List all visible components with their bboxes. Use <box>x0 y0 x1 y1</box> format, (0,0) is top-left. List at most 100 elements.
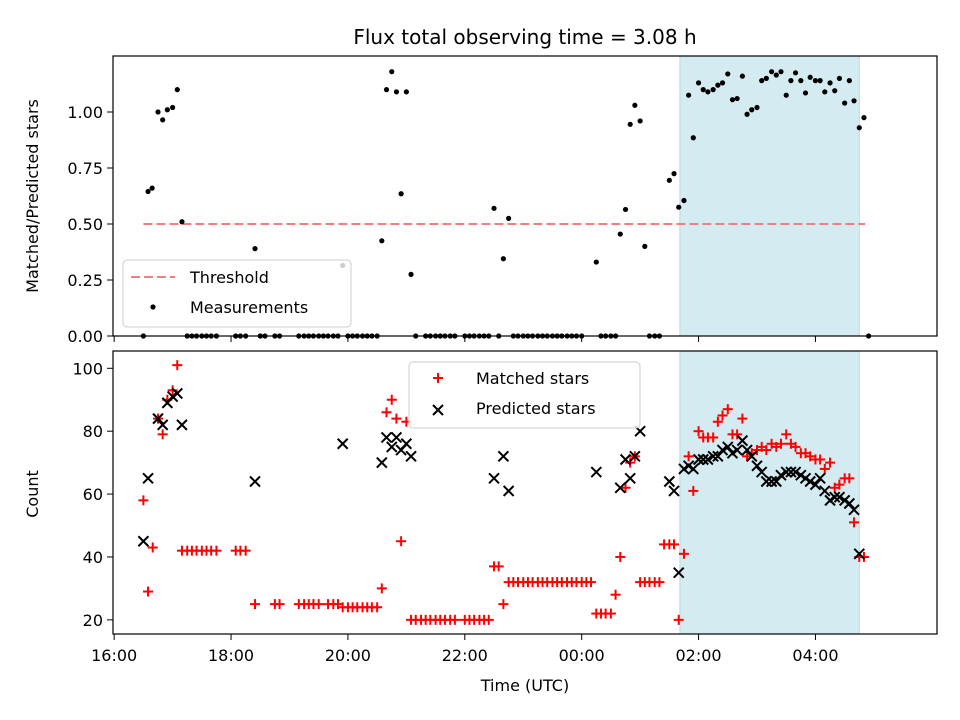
top-y-tick-label: 0.50 <box>67 215 103 234</box>
measurement-point <box>792 70 799 76</box>
predicted-star-point <box>386 441 398 453</box>
matched-star-point <box>712 416 723 427</box>
measurement-point <box>403 89 409 95</box>
predicted-star-stroke-b <box>731 444 743 456</box>
measurement-point <box>817 78 823 84</box>
legend-matched-label: Matched stars <box>476 369 589 388</box>
predicted-star-point <box>668 485 680 497</box>
matched-star-point <box>449 614 460 625</box>
predicted-star-point <box>751 460 763 472</box>
predicted-star-stroke-b <box>799 472 812 485</box>
predicted-star-point <box>663 475 676 488</box>
measurement-point <box>725 71 731 77</box>
predicted-star-stroke-b <box>400 438 413 450</box>
measurement-point <box>710 87 716 93</box>
predicted-star-point <box>785 466 797 478</box>
bottom-y-tick-label: 40 <box>83 548 103 567</box>
predicted-star-stroke-b <box>775 469 787 481</box>
predicted-star-points <box>137 387 865 579</box>
predicted-star-stroke-b <box>152 412 164 425</box>
matched-star-point <box>396 536 407 547</box>
measurement-point <box>617 231 623 237</box>
predicted-star-stroke-b <box>716 444 729 456</box>
matched-star-point <box>844 473 855 484</box>
predicted-star-stroke-b <box>843 497 856 510</box>
predicted-star-stroke-b <box>697 453 709 466</box>
predicted-star-stroke-b <box>833 491 846 503</box>
predicted-star-point <box>716 444 729 456</box>
measurement-point <box>637 118 643 124</box>
matched-star-point <box>483 614 494 625</box>
top-y-tick-label: 0.25 <box>67 271 103 290</box>
predicted-star-point <box>712 450 724 463</box>
bottom-y-tick-label: 60 <box>83 485 103 504</box>
predicted-star-stroke-b <box>634 425 646 437</box>
predicted-star-point <box>156 419 169 431</box>
matched-star-point <box>313 599 324 610</box>
top-shaded-region <box>679 55 860 337</box>
matched-star-point <box>761 445 772 456</box>
matched-star-point <box>372 602 383 613</box>
measurement-point <box>642 243 648 249</box>
measurement-point <box>170 104 176 111</box>
matched-star-point <box>143 586 154 597</box>
measurement-point <box>729 97 736 103</box>
matched-star-point <box>688 485 699 496</box>
predicted-star-stroke-b <box>746 450 758 463</box>
matched-star-point <box>825 457 836 468</box>
matched-star-point <box>157 429 168 440</box>
matched-star-point <box>708 432 719 443</box>
predicted-star-stroke-b <box>829 491 841 503</box>
predicted-star-point <box>731 444 743 456</box>
predicted-star-stroke-b <box>497 450 510 463</box>
top-y-axis-label: Matched/Predicted stars <box>23 99 42 293</box>
matched-star-point <box>493 561 504 572</box>
predicted-star-stroke-b <box>376 456 388 469</box>
measurement-point <box>383 87 390 93</box>
legend-threshold-label: Threshold <box>189 268 269 287</box>
measurement-point <box>676 204 682 210</box>
x-tick-label: 04:00 <box>792 646 838 665</box>
predicted-star-point <box>624 472 636 485</box>
matched-star-point <box>737 413 748 424</box>
predicted-star-stroke-b <box>751 460 763 472</box>
matched-star-point <box>381 407 392 418</box>
predicted-star-stroke-b <box>336 438 349 450</box>
matched-star-point <box>620 482 631 493</box>
predicted-star-stroke-b <box>682 460 695 472</box>
bottom-plot-frame <box>112 350 938 635</box>
matched-star-point <box>625 457 636 468</box>
predicted-star-point <box>336 438 349 450</box>
predicted-star-stroke-b <box>663 475 676 488</box>
predicted-star-point <box>692 453 705 466</box>
predicted-star-point <box>619 453 632 466</box>
measurement-point <box>822 89 828 95</box>
matched-star-point <box>586 577 597 588</box>
measurement-point <box>155 109 161 115</box>
predicted-star-point <box>405 450 417 463</box>
predicted-star-stroke-b <box>405 450 417 463</box>
predicted-star-point <box>390 431 403 444</box>
predicted-star-point <box>809 478 822 491</box>
matched-star-point <box>717 410 728 421</box>
measurement-point <box>734 95 740 102</box>
measurement-point <box>715 82 721 88</box>
bottom-legend: Matched stars Predicted stars <box>408 361 641 429</box>
predicted-star-point <box>722 441 734 453</box>
matched-star-point <box>722 404 733 415</box>
matched-star-point <box>790 441 801 452</box>
legend-measurement-swatch <box>150 304 156 310</box>
measurement-point <box>798 78 804 84</box>
matched-star-point <box>240 545 251 556</box>
predicted-star-point <box>702 453 714 466</box>
predicted-star-point <box>590 466 603 478</box>
predicted-star-stroke-b <box>741 444 753 456</box>
predicted-star-stroke-b <box>765 475 778 488</box>
matched-star-point <box>654 577 665 588</box>
top-legend: Threshold Measurements <box>122 259 352 328</box>
predicted-star-point <box>814 472 826 485</box>
predicted-star-stroke-b <box>672 566 685 579</box>
bottom-y-tick-label: 20 <box>83 611 103 630</box>
predicted-star-point <box>137 535 150 547</box>
